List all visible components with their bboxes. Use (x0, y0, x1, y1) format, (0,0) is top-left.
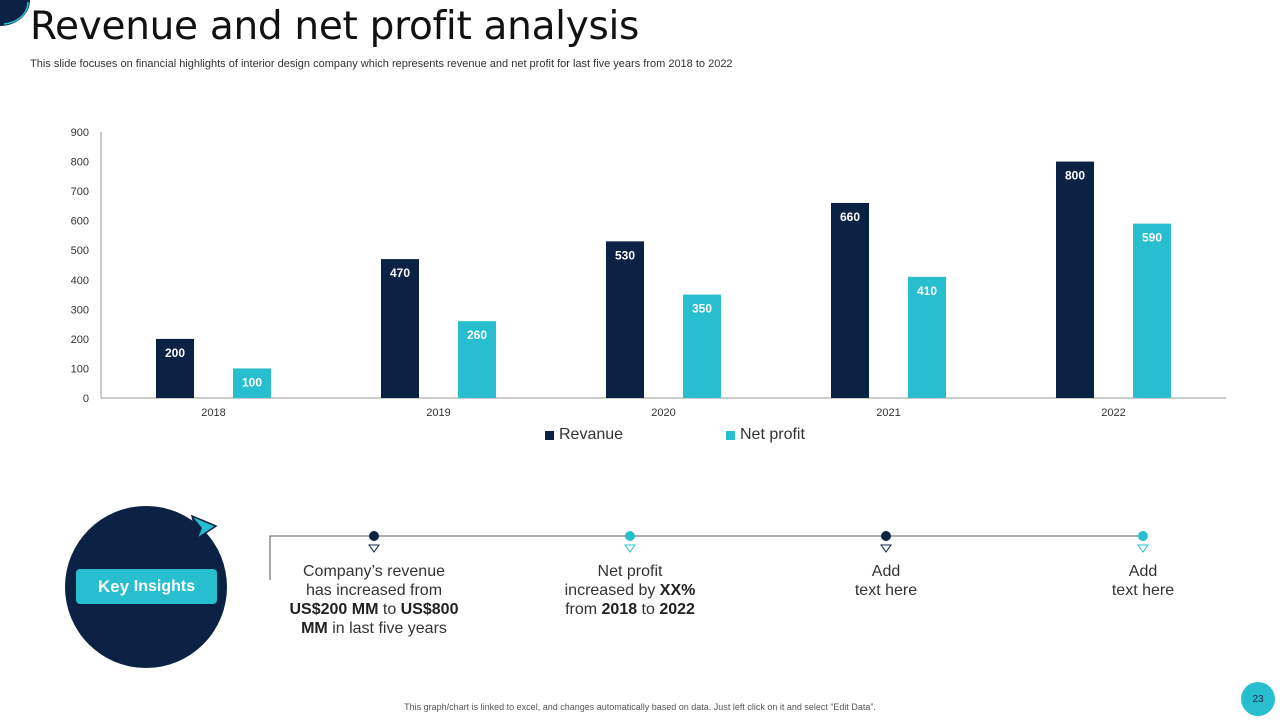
insight-text-3: Add text here (786, 562, 986, 600)
legend-swatch-revanue (545, 430, 554, 440)
data-label: 260 (467, 328, 487, 342)
key-insights-label: Key Insights (76, 569, 217, 604)
data-label: 410 (917, 284, 937, 298)
y-tick-label: 800 (71, 157, 89, 169)
bar-net-profit (908, 276, 946, 398)
key-insights-label-key: Key (97, 576, 130, 596)
legend-item-revanue: Revanue (545, 426, 623, 444)
footer-note: This graph/chart is linked to excel, and… (404, 702, 876, 712)
bar-revanue (831, 202, 869, 398)
insight-1-line-4: MM in last five years (274, 619, 474, 638)
data-label: 660 (840, 210, 860, 224)
insight-2-from: from (565, 601, 602, 618)
insight-1-start-value: US$200 MM (289, 601, 379, 618)
x-tick-label: 2020 (651, 407, 675, 419)
insight-text-1: Company’s revenue has increased from US$… (274, 562, 474, 638)
data-label: 530 (615, 248, 635, 262)
bar-net-profit (233, 368, 271, 398)
x-tick-label: 2022 (1101, 407, 1125, 419)
insight-2-line-3: from 2018 to 2022 (530, 600, 730, 619)
x-tick-label: 2021 (876, 407, 900, 419)
timeline-marker-1 (368, 531, 380, 553)
insight-1-line-1: Company’s revenue (302, 563, 445, 580)
insight-text-4: Add text here (1043, 562, 1243, 600)
page-title: Revenue and net profit analysis (30, 4, 640, 49)
insight-1-period: in last five years (327, 620, 447, 637)
insight-4-line-1: Add (1128, 563, 1158, 580)
legend-label-net-profit: Net profit (740, 426, 805, 443)
y-tick-label: 700 (71, 186, 89, 198)
legend-label-revanue: Revanue (559, 426, 624, 443)
insight-2-line-2: increased by XX% (530, 581, 730, 600)
data-label: 200 (165, 346, 185, 360)
data-label: 350 (692, 302, 712, 316)
bar-revanue (156, 338, 194, 398)
y-tick-label: 900 (71, 127, 89, 139)
bar-net-profit (1133, 223, 1171, 398)
page-number: 23 (1241, 682, 1275, 716)
insight-3-line-2: text here (854, 582, 918, 599)
insight-1-to: to (378, 601, 401, 618)
legend-swatch-net-profit (726, 430, 735, 440)
timeline-connector (269, 531, 1149, 580)
insight-1-unit: MM (301, 620, 328, 637)
corner-decoration (0, 0, 30, 26)
data-label: 800 (1065, 169, 1085, 183)
x-tick-label: 2019 (426, 407, 450, 419)
key-insights-label-rest: Insights (133, 577, 196, 595)
paper-plane-icon (190, 514, 218, 540)
y-tick-label: 500 (71, 245, 89, 257)
insight-2-to: to (637, 601, 660, 618)
bar-net-profit (458, 321, 496, 398)
bar-revanue (606, 241, 644, 398)
x-tick-label: 2018 (201, 407, 225, 419)
data-label: 100 (242, 375, 262, 389)
insight-3-line-1: Add (871, 563, 901, 580)
y-tick-label: 600 (71, 216, 89, 228)
y-tick-label: 0 (83, 393, 89, 405)
page-subtitle: This slide focuses on financial highligh… (30, 58, 733, 70)
y-tick-label: 100 (71, 363, 89, 375)
insight-1-line-2: has increased from (305, 582, 443, 599)
data-label: 590 (1142, 231, 1162, 245)
bar-net-profit (683, 294, 721, 398)
legend-item-net-profit: Net profit (726, 426, 805, 444)
insight-1-end-value: US$800 (400, 601, 459, 618)
bar-revanue (1056, 161, 1094, 398)
insight-2-line-1: Net profit (597, 563, 663, 580)
bar-chart[interactable]: 0 100 200 300 400 500 600 700 800 900 2018 200 100 20… (0, 115, 1280, 455)
timeline-marker-3 (880, 531, 892, 553)
insight-2-percent: XX% (659, 582, 696, 599)
y-tick-label: 400 (71, 275, 89, 287)
insight-text-2: Net profit increased by XX% from 2018 to… (530, 562, 730, 619)
insight-4-line-2: text here (1111, 582, 1175, 599)
insight-2-start-year: 2018 (601, 601, 638, 618)
data-label: 470 (390, 266, 410, 280)
y-tick-label: 200 (71, 334, 89, 346)
timeline-marker-4 (1137, 531, 1149, 553)
insight-1-line-3: US$200 MM to US$800 (274, 600, 474, 619)
timeline-marker-2 (624, 531, 636, 553)
bar-revanue (381, 259, 419, 398)
insight-2-increased-by: increased by (564, 582, 660, 599)
y-tick-label: 300 (71, 304, 89, 316)
insight-2-end-year: 2022 (659, 601, 695, 618)
